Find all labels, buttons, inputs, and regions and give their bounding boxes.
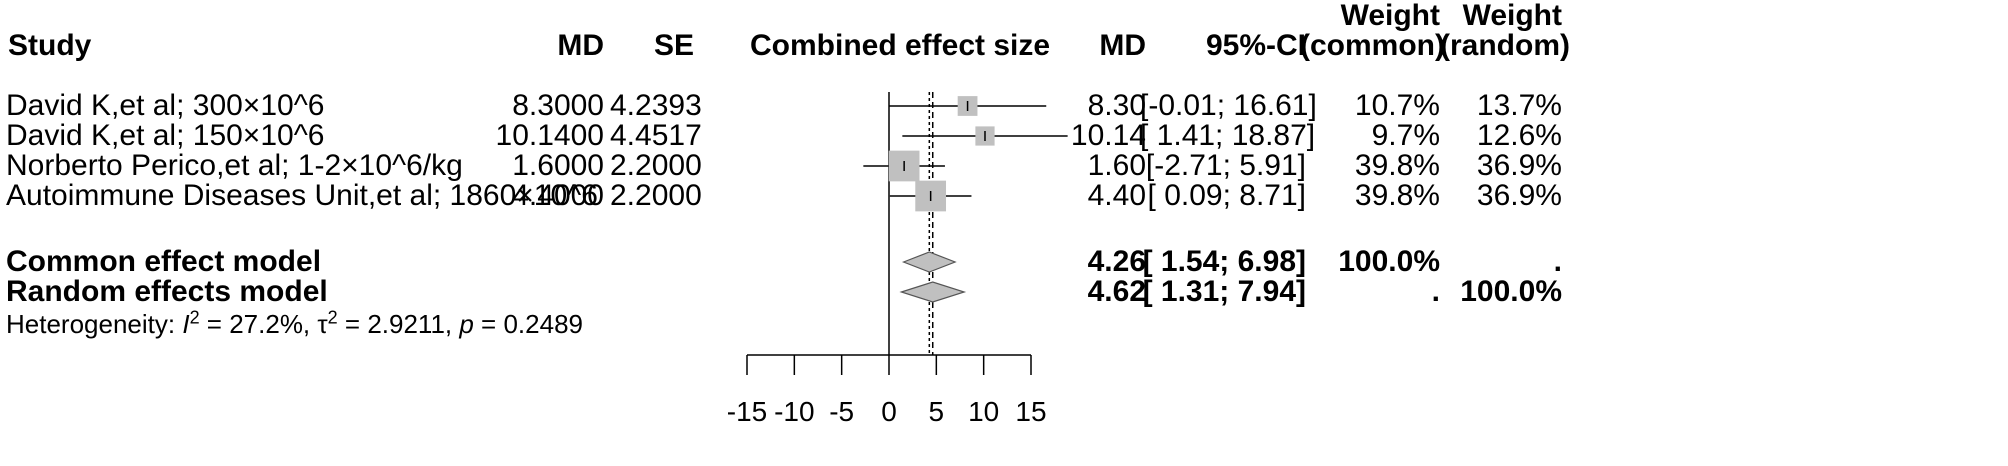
study-se: 2.2000 [610, 179, 702, 212]
p-value: = 0.2489 [473, 309, 583, 339]
study-name: Norberto Perico,et al; 1-2×10^6/kg [6, 149, 463, 182]
model-name: Common effect model [6, 245, 322, 278]
tau-value: = 2.9211, [337, 309, 460, 339]
model-weight-common: . [1431, 275, 1440, 308]
header-se: SE [653, 29, 694, 62]
study-se: 4.4517 [610, 119, 702, 152]
heterogeneity-label: Heterogeneity: [6, 309, 183, 339]
p-symbol: p [459, 309, 474, 339]
x-axis-tick-label: 0 [881, 396, 897, 427]
study-md: 10.1400 [495, 119, 604, 152]
common-effect-diamond [901, 251, 957, 273]
model-weight-common: 100.0% [1338, 245, 1440, 278]
model-ci: [ 1.54; 6.98] [1142, 245, 1306, 278]
heterogeneity-line: Heterogeneity: I2 = 27.2%, τ2 = 2.9211, … [6, 306, 583, 342]
study-name: David K,et al; 150×10^6 [6, 119, 325, 152]
study-weight-common: 39.8% [1354, 179, 1440, 212]
study-md-fmt: 1.60 [1087, 149, 1146, 182]
study-weight-random: 12.6% [1476, 119, 1562, 152]
model-weight-random: 100.0% [1460, 275, 1562, 308]
study-weight-common: 10.7% [1354, 89, 1440, 122]
x-axis-tick-label: 15 [1015, 396, 1046, 427]
study-se: 4.2393 [610, 89, 702, 122]
study-se: 2.2000 [610, 149, 702, 182]
study-ci: [-2.71; 5.91] [1145, 149, 1306, 182]
study-md-fmt: 10.14 [1070, 119, 1146, 152]
model-name: Random effects model [6, 275, 328, 308]
study-weight-common: 39.8% [1354, 149, 1440, 182]
header-weight-common-1: Weight [1340, 0, 1440, 32]
study-md: 8.3000 [512, 89, 604, 122]
i2-symbol: I [182, 309, 190, 339]
x-axis-tick-label: 10 [968, 396, 999, 427]
header-md-right: MD [1099, 29, 1146, 62]
study-md-fmt: 4.40 [1087, 179, 1146, 212]
header-weight-random-2: (random) [1440, 29, 1570, 62]
study-md: 1.6000 [512, 149, 604, 182]
model-weight-random: . [1553, 245, 1562, 278]
header-weight-common-2: (common) [1300, 29, 1445, 62]
study-md-fmt: 8.30 [1087, 89, 1146, 122]
header-md: MD [557, 29, 604, 62]
random-effects-diamond [899, 281, 967, 303]
model-ci: [ 1.31; 7.94] [1142, 275, 1306, 308]
study-weight-random: 36.9% [1476, 149, 1562, 182]
study-weight-common: 9.7% [1371, 119, 1440, 152]
x-axis-tick-label: -5 [829, 396, 854, 427]
i2-value: = 27.2%, [199, 309, 318, 339]
model-md-fmt: 4.62 [1087, 275, 1146, 308]
i2-superscript: 2 [189, 307, 200, 328]
study-ci: [-0.01; 16.61] [1140, 89, 1317, 122]
header-weight-random-1: Weight [1462, 0, 1562, 32]
tau-symbol: τ [317, 309, 328, 339]
x-axis-tick-label: -10 [774, 396, 814, 427]
header-ci: 95%-CI [1205, 29, 1306, 62]
study-ci: [ 1.41; 18.87] [1140, 119, 1316, 152]
study-name: David K,et al; 300×10^6 [6, 89, 325, 122]
x-axis-tick-label: -15 [727, 396, 767, 427]
study-name: Autoimmune Diseases Unit,et al; 1860×10^… [6, 179, 598, 212]
study-weight-random: 36.9% [1476, 179, 1562, 212]
x-axis-tick-label: 5 [929, 396, 945, 427]
tau-superscript: 2 [327, 307, 338, 328]
study-weight-random: 13.7% [1476, 89, 1562, 122]
header-study: Study [8, 29, 92, 62]
study-ci: [ 0.09; 8.71] [1147, 179, 1306, 212]
model-md-fmt: 4.26 [1087, 245, 1146, 278]
study-md: 4.4000 [512, 179, 604, 212]
